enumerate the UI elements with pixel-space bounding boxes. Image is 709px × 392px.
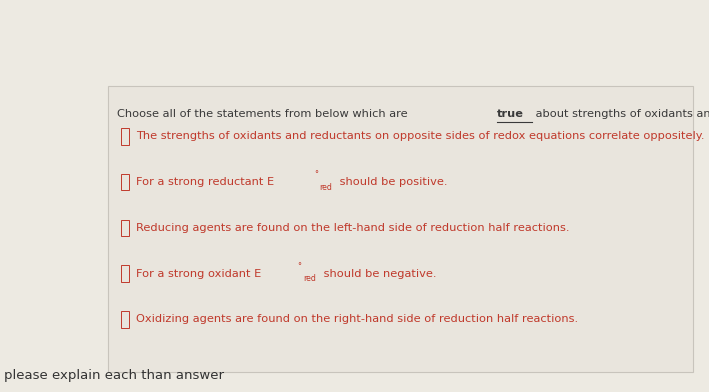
Text: please explain each than answer: please explain each than answer: [4, 369, 223, 382]
Text: red: red: [320, 183, 333, 192]
Text: Reducing agents are found on the left-hand side of reduction half reactions.: Reducing agents are found on the left-ha…: [136, 223, 569, 233]
Bar: [121, 265, 129, 282]
Bar: [121, 311, 129, 328]
Text: °: °: [314, 171, 318, 180]
Text: Choose all of the statements from below which are: Choose all of the statements from below …: [117, 109, 411, 119]
Text: about strengths of oxidants and reductants.: about strengths of oxidants and reductan…: [532, 109, 709, 119]
Text: The strengths of oxidants and reductants on opposite sides of redox equations co: The strengths of oxidants and reductants…: [136, 131, 705, 142]
Bar: [121, 220, 129, 236]
Text: Oxidizing agents are found on the right-hand side of reduction half reactions.: Oxidizing agents are found on the right-…: [136, 314, 579, 325]
Text: red: red: [303, 274, 316, 283]
Text: For a strong oxidant E: For a strong oxidant E: [136, 269, 262, 279]
Text: should be negative.: should be negative.: [320, 269, 436, 279]
Text: °: °: [298, 262, 302, 271]
Text: should be positive.: should be positive.: [336, 177, 447, 187]
Bar: [121, 128, 129, 145]
Bar: [121, 174, 129, 191]
Text: true: true: [497, 109, 524, 119]
Text: For a strong reductant E: For a strong reductant E: [136, 177, 274, 187]
Bar: [108, 86, 693, 372]
